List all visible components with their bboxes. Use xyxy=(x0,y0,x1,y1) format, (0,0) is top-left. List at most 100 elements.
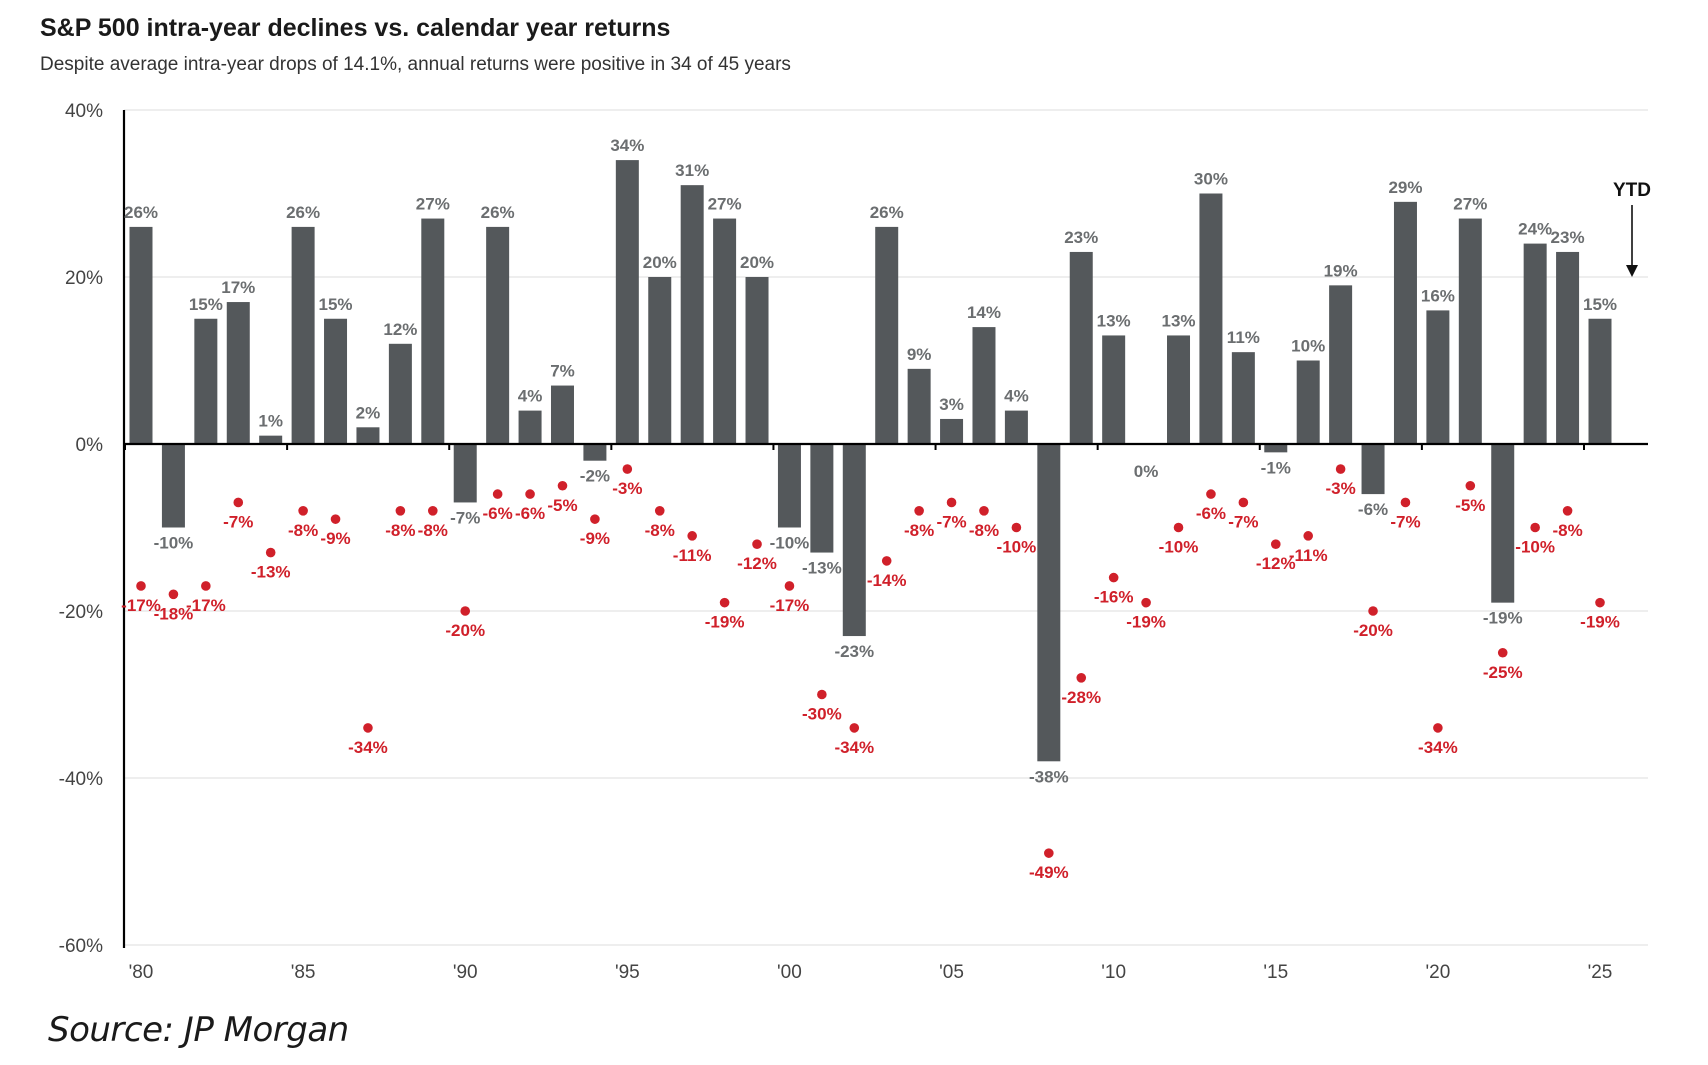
decline-label: -10% xyxy=(997,538,1037,557)
decline-label: -7% xyxy=(223,512,253,531)
return-bar xyxy=(1264,444,1288,453)
decline-label: -11% xyxy=(1289,546,1328,565)
decline-label: -14% xyxy=(867,571,907,590)
decline-dot xyxy=(1206,489,1216,499)
return-label: -6% xyxy=(1358,500,1388,519)
decline-label: -7% xyxy=(1228,512,1258,531)
return-label: 20% xyxy=(643,253,677,272)
return-bar xyxy=(291,226,315,444)
ytd-annotation: YTD xyxy=(1613,180,1651,277)
decline-label: -18% xyxy=(154,604,194,623)
decline-dot xyxy=(946,497,957,508)
y-tick-label: 40% xyxy=(65,101,103,122)
decline-dot xyxy=(395,506,406,516)
decline-label: -10% xyxy=(1515,538,1555,557)
return-label: 7% xyxy=(550,362,575,381)
decline-dot xyxy=(1108,572,1119,583)
return-label: 23% xyxy=(1064,228,1098,247)
decline-label: -49% xyxy=(1029,863,1069,882)
return-label: 9% xyxy=(907,345,932,364)
decline-dot xyxy=(265,547,276,558)
decline-label: -8% xyxy=(288,521,318,540)
decline-label: -34% xyxy=(834,738,874,757)
decline-label: -9% xyxy=(320,529,350,548)
decline-dot xyxy=(687,531,697,541)
return-label: -1% xyxy=(1261,458,1291,477)
decline-label: -7% xyxy=(936,512,966,531)
return-bar xyxy=(226,302,250,444)
x-tick-label: '25 xyxy=(1588,962,1613,983)
x-tick-label: '05 xyxy=(939,962,964,983)
return-label: 15% xyxy=(1583,295,1617,314)
return-bar xyxy=(810,444,834,553)
ytd-label: YTD xyxy=(1613,180,1651,201)
decline-dot xyxy=(428,506,438,516)
axes xyxy=(122,110,1648,948)
return-label: 26% xyxy=(870,203,904,222)
decline-label: -17% xyxy=(121,596,161,615)
return-bar xyxy=(1199,193,1223,444)
decline-dot xyxy=(1465,480,1476,491)
return-label: 24% xyxy=(1518,220,1552,239)
decline-dot xyxy=(1497,647,1508,658)
return-bar xyxy=(1458,218,1482,444)
y-tick-label: 20% xyxy=(65,268,103,289)
decline-label: -6% xyxy=(515,504,545,523)
return-label: 26% xyxy=(286,203,320,222)
decline-label: -17% xyxy=(186,596,226,615)
return-label: 31% xyxy=(675,161,709,180)
x-axis-ticks: '80 '85 '90 '95 '00 '05 '10 '15 '20 '25 xyxy=(129,962,1613,983)
return-label: 29% xyxy=(1388,178,1422,197)
decline-dot xyxy=(1562,506,1573,516)
y-tick-label: -40% xyxy=(59,769,103,790)
decline-label: -8% xyxy=(418,521,448,540)
return-label: 27% xyxy=(708,195,742,214)
decline-label: -8% xyxy=(1552,521,1582,540)
return-bar xyxy=(259,435,283,444)
return-label: 26% xyxy=(124,203,158,222)
decline-label: -8% xyxy=(969,521,999,540)
decline-label: -12% xyxy=(737,554,777,573)
y-axis-ticks: 40% 20% 0% -20% -40% -60% xyxy=(59,101,103,957)
decline-dot xyxy=(363,723,373,733)
decline-label: -12% xyxy=(1256,554,1296,573)
decline-label: -8% xyxy=(645,521,675,540)
decline-label: -30% xyxy=(802,705,842,724)
return-label: -38% xyxy=(1029,767,1069,786)
decline-dot xyxy=(1595,597,1605,608)
return-label: 1% xyxy=(258,412,283,431)
return-bar xyxy=(583,444,607,461)
decline-label: -16% xyxy=(1094,588,1134,607)
decline-dot xyxy=(233,497,244,508)
chart-canvas: 40%20%0%-20%-40%-60% '80'85'90'95'00'05 '… xyxy=(59,101,1651,983)
decline-dot xyxy=(914,506,924,516)
decline-dot xyxy=(1270,539,1281,549)
return-bar xyxy=(1588,318,1612,444)
return-label: 4% xyxy=(518,387,543,406)
decline-dot xyxy=(460,606,471,616)
x-tick-label: '80 xyxy=(129,962,154,983)
return-labels: 26%-10%15%17%1%26%15%2%12%27%-7%26%4%7%-… xyxy=(124,136,1617,786)
return-label: -2% xyxy=(580,467,610,486)
return-bar xyxy=(1296,360,1320,444)
decline-dot xyxy=(1335,464,1346,474)
decline-label: -9% xyxy=(580,529,610,548)
decline-label: -3% xyxy=(612,479,642,498)
decline-dot xyxy=(1433,723,1443,733)
return-bar xyxy=(940,418,964,444)
decline-label: -20% xyxy=(1353,621,1393,640)
return-bar xyxy=(713,218,737,444)
return-bar xyxy=(1361,444,1385,495)
return-label: 20% xyxy=(740,253,774,272)
decline-dot xyxy=(719,597,730,608)
return-label: 27% xyxy=(416,195,450,214)
return-label: 30% xyxy=(1194,170,1228,189)
return-label: 26% xyxy=(481,203,515,222)
return-label: -7% xyxy=(450,508,480,527)
y-tick-label: 0% xyxy=(76,435,104,456)
decline-dot xyxy=(1368,606,1378,616)
return-label: 12% xyxy=(383,320,417,339)
return-bar xyxy=(777,444,801,528)
ytd-arrow-head-icon xyxy=(1626,265,1638,277)
return-label: 27% xyxy=(1453,195,1487,214)
